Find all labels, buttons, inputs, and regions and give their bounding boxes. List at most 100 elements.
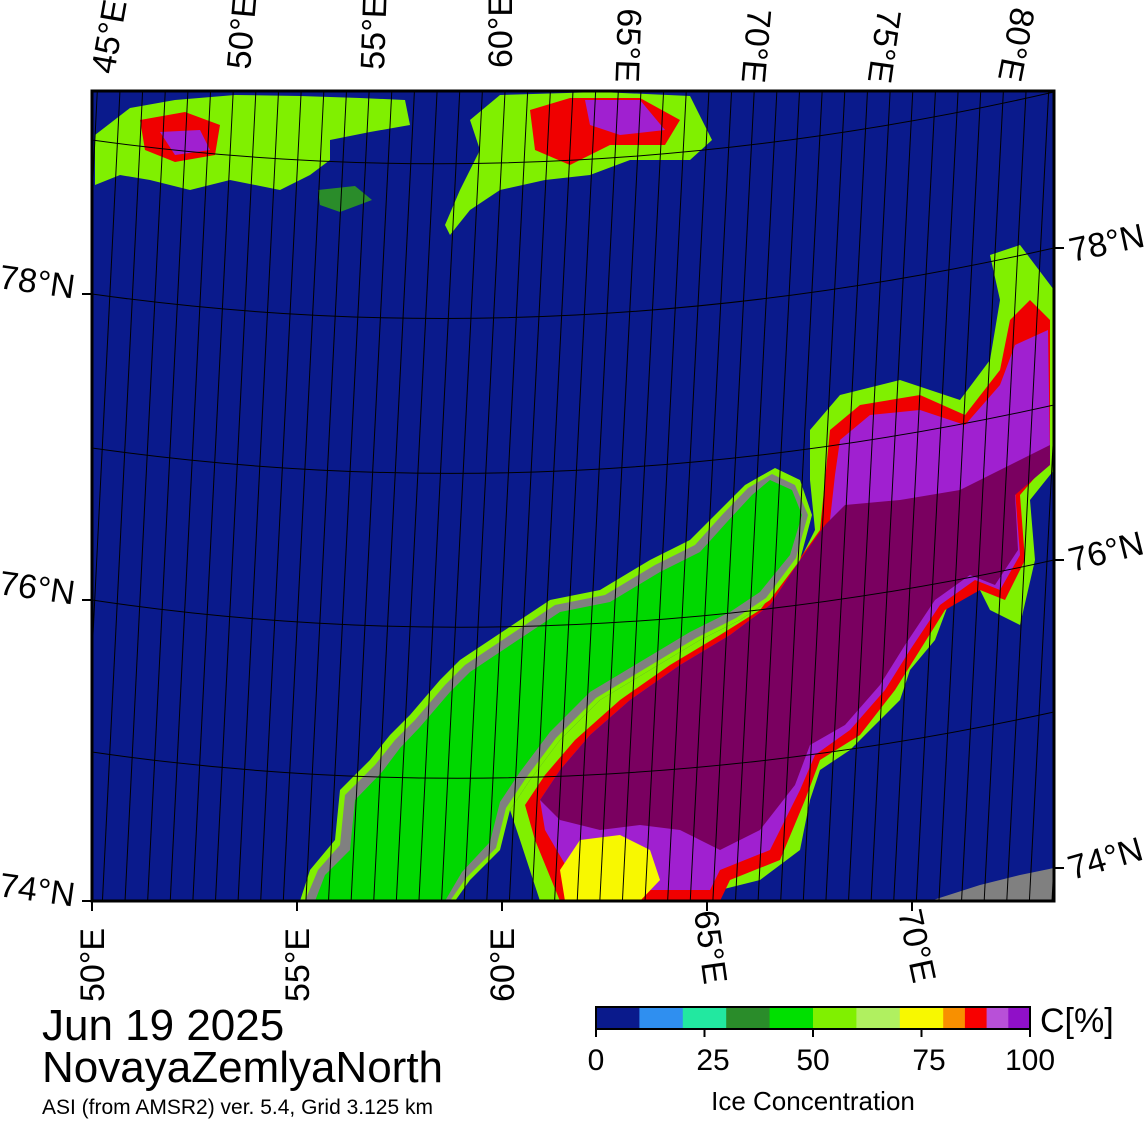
meridian-line xyxy=(554,91,597,901)
title-region: NovayaZemlyaNorth xyxy=(42,1043,444,1092)
tick-marks xyxy=(82,247,1064,911)
meridian-line xyxy=(893,91,936,901)
meridian-line xyxy=(328,91,370,901)
meridian-line xyxy=(35,91,75,901)
meridian-line xyxy=(350,91,393,901)
parallel-77n xyxy=(92,404,1054,474)
bottom-lon-label: 50°E xyxy=(74,928,112,1002)
colorbar-tick: 25 xyxy=(696,1044,730,1077)
right-lat-label: 76°N xyxy=(1065,525,1147,580)
meridian-line xyxy=(169,91,212,901)
colorbar-tick: 100 xyxy=(1004,1044,1056,1077)
parallel-78n xyxy=(92,247,1054,319)
meridian-line xyxy=(870,91,914,901)
colorbar-segment xyxy=(943,1007,966,1029)
left-lat-label: 76°N xyxy=(0,564,77,612)
colorbar-segment xyxy=(639,1007,684,1029)
meridian-line xyxy=(486,91,529,901)
top-lon-label: 80°E xyxy=(990,4,1041,84)
meridian-line xyxy=(92,91,121,666)
bottom-lon-label: 55°E xyxy=(279,928,317,1002)
meridian-line xyxy=(260,91,302,901)
bottom-lon-label: 65°E xyxy=(686,908,734,987)
colorbar-tick: 75 xyxy=(912,1044,946,1077)
colorbar-tick: 0 xyxy=(587,1044,605,1077)
colorbar-segment xyxy=(726,1007,771,1029)
meridian-line xyxy=(961,91,1004,901)
top-lon-label: 75°E xyxy=(860,7,908,86)
data-source-caption: ASI (from AMSR2) ver. 5.4, Grid 3.125 km xyxy=(42,1096,433,1119)
colorbar-segment xyxy=(986,1007,1009,1029)
novaya-zemlya-land xyxy=(315,480,802,901)
colorbar-segment xyxy=(769,1007,814,1029)
meridian-line xyxy=(621,91,665,901)
colorbar-tick: 50 xyxy=(796,1044,830,1077)
colorbar xyxy=(595,1006,1031,1037)
top-lon-label: 50°E xyxy=(220,0,264,71)
bottom-longitude-labels: 50°E 55°E 60°E 65°E 70°E xyxy=(74,906,943,1002)
meridian-line xyxy=(667,91,710,901)
parallel-76n xyxy=(92,559,1054,628)
map-frame xyxy=(90,89,1056,903)
colorbar-segment xyxy=(899,1007,944,1029)
meridians xyxy=(12,91,1054,901)
meridian-line xyxy=(418,91,461,901)
meridian-line xyxy=(441,91,483,901)
meridian-line xyxy=(689,91,733,901)
colorbar-segment xyxy=(856,1007,901,1029)
meridian-line xyxy=(101,91,144,901)
left-lat-label: 74°N xyxy=(0,866,77,914)
left-lat-label: 78°N xyxy=(0,258,77,306)
meridian-line xyxy=(825,91,868,901)
ice-and-land-layer xyxy=(95,92,1054,901)
meridian-line xyxy=(147,91,189,901)
colorbar-segment xyxy=(1008,1007,1031,1029)
top-lon-label: 70°E xyxy=(734,7,778,84)
mainland-corner xyxy=(930,868,1054,901)
ice-patch-islet xyxy=(318,186,372,212)
meridian-line xyxy=(463,91,506,901)
meridian-line xyxy=(282,91,325,901)
meridian-line xyxy=(12,91,52,901)
colorbar-segment xyxy=(596,1007,640,1029)
colorbar-label: Ice Concentration xyxy=(711,1086,915,1116)
meridian-line xyxy=(1028,416,1054,901)
top-longitude-labels: 45°E 50°E 55°E 60°E 65°E 70°E 75°E 80°E xyxy=(84,0,1041,86)
colorbar-segment xyxy=(813,1007,857,1029)
meridian-line xyxy=(599,91,642,901)
meridian-line xyxy=(757,91,801,901)
bottom-lon-label: 70°E xyxy=(890,906,943,986)
top-lon-label: 45°E xyxy=(84,0,134,76)
colorbar-segment xyxy=(682,1007,727,1029)
meridian-line xyxy=(734,91,778,901)
meridian-line xyxy=(576,91,619,901)
parallel-75n xyxy=(92,711,1054,779)
meridian-line xyxy=(915,91,959,901)
bottom-lon-label: 60°E xyxy=(484,928,522,1002)
top-lon-label: 65°E xyxy=(607,8,648,83)
meridian-line xyxy=(938,91,982,901)
meridian-line xyxy=(780,91,823,901)
title-date: Jun 19 2025 xyxy=(42,1001,285,1050)
meridian-line xyxy=(508,91,551,901)
meridian-line xyxy=(237,91,280,901)
meridian-line xyxy=(1051,852,1054,901)
meridian-line xyxy=(802,91,846,901)
meridian-line xyxy=(395,91,438,901)
ice-full-concentration xyxy=(540,445,1050,850)
meridian-line xyxy=(983,91,1027,901)
meridian-line xyxy=(373,91,415,901)
meridian-line xyxy=(124,91,166,901)
parallel-79n xyxy=(92,91,1054,165)
ice-south-yellow xyxy=(560,835,660,901)
right-lat-label: 78°N xyxy=(1066,217,1147,270)
top-lon-label: 60°E xyxy=(482,0,520,68)
meridian-line xyxy=(712,91,755,901)
colorbar-segment xyxy=(964,1007,988,1029)
meridian-line xyxy=(214,91,257,901)
meridian-line xyxy=(644,91,687,901)
meridian-line xyxy=(848,91,891,901)
top-lon-label: 55°E xyxy=(354,0,395,70)
colorbar-unit: C[%] xyxy=(1040,1002,1114,1040)
